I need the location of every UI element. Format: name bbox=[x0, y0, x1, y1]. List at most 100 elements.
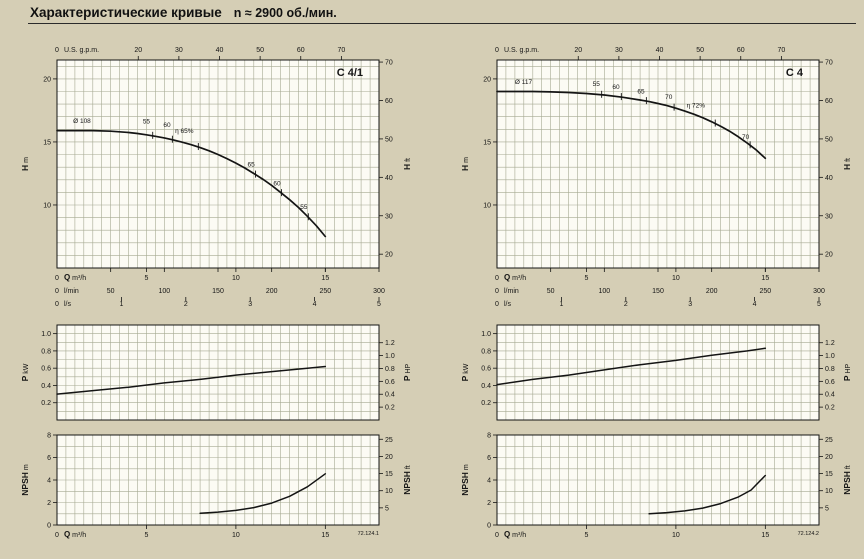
svg-text:Q m³/h: Q m³/h bbox=[64, 530, 86, 539]
axis-labels: 0 U.S. g.p.m. 20 30 40 50 60 701015202030405060… bbox=[483, 47, 833, 308]
drawing-code: 72.124.1 bbox=[358, 531, 379, 537]
svg-text:0.4: 0.4 bbox=[481, 383, 491, 390]
svg-text:250: 250 bbox=[759, 288, 771, 295]
svg-text:20: 20 bbox=[385, 252, 393, 259]
svg-text:0.6: 0.6 bbox=[481, 366, 491, 373]
svg-text:0: 0 bbox=[487, 523, 491, 530]
svg-text:0.2: 0.2 bbox=[41, 400, 51, 407]
curve-annotation: Ø 117 bbox=[515, 79, 533, 86]
pump-model-label: C 4/1 bbox=[337, 67, 363, 79]
axis-labels: 0 U.S. g.p.m. 20 30 40 50 60 701015202030405060… bbox=[43, 47, 393, 308]
svg-text:0.8: 0.8 bbox=[481, 348, 491, 355]
left-axis-title: P kW bbox=[460, 363, 470, 381]
svg-text:1.2: 1.2 bbox=[825, 340, 835, 347]
svg-text:60: 60 bbox=[825, 98, 833, 105]
svg-text:0.4: 0.4 bbox=[825, 392, 835, 399]
svg-text:1.0: 1.0 bbox=[825, 353, 835, 360]
curve-annotation: 55 bbox=[593, 81, 601, 88]
chart-c41-head-capacity: 0 U.S. g.p.m. 20 30 40 50 60 701015202030405060… bbox=[20, 47, 412, 308]
svg-text:20: 20 bbox=[574, 47, 582, 54]
svg-text:U.S. g.p.m.: U.S. g.p.m. bbox=[64, 47, 99, 54]
svg-text:5: 5 bbox=[584, 532, 588, 539]
svg-text:l/s: l/s bbox=[64, 301, 72, 308]
curve-annotation: 70 bbox=[665, 94, 673, 101]
grid-lines bbox=[57, 435, 379, 525]
svg-text:15: 15 bbox=[321, 532, 329, 539]
curve-annotation: 70 bbox=[742, 134, 750, 141]
svg-text:l/s: l/s bbox=[504, 301, 512, 308]
chart-c4-power: 0.2 0.4 0.6 0.8 1.0 0.2 0.4 0.6 0.8 1.0 1.2 P kW P H… bbox=[460, 324, 852, 421]
svg-text:20: 20 bbox=[385, 454, 393, 461]
svg-text:40: 40 bbox=[825, 175, 833, 182]
svg-text:0: 0 bbox=[55, 288, 59, 295]
svg-text:8: 8 bbox=[487, 433, 491, 440]
curve-annotation: 55 bbox=[143, 119, 151, 126]
svg-text:5: 5 bbox=[817, 301, 821, 308]
svg-text:Q m³/h: Q m³/h bbox=[504, 273, 526, 282]
svg-text:0: 0 bbox=[47, 523, 51, 530]
svg-text:150: 150 bbox=[652, 288, 664, 295]
svg-text:1: 1 bbox=[119, 301, 123, 308]
svg-text:6: 6 bbox=[47, 455, 51, 462]
svg-text:4: 4 bbox=[487, 478, 491, 485]
plot-frame bbox=[56, 324, 380, 421]
page-subtitle-speed: n ≈ 2900 об./мин. bbox=[233, 6, 337, 20]
svg-text:50: 50 bbox=[825, 136, 833, 143]
right-axis-title: P HP bbox=[842, 364, 852, 382]
svg-text:l/min: l/min bbox=[64, 288, 79, 295]
grid-lines bbox=[497, 325, 819, 420]
curve-annotation: η 65% bbox=[175, 128, 194, 135]
left-axis-title: H m bbox=[20, 157, 30, 171]
svg-text:10: 10 bbox=[43, 202, 51, 209]
svg-text:15: 15 bbox=[825, 471, 833, 478]
header-rule bbox=[28, 23, 856, 24]
right-axis-title: P HP bbox=[402, 364, 412, 382]
svg-text:60: 60 bbox=[297, 47, 305, 54]
svg-text:0: 0 bbox=[495, 301, 499, 308]
svg-text:0.6: 0.6 bbox=[41, 366, 51, 373]
svg-text:40: 40 bbox=[656, 47, 664, 54]
chart-c41-npsh: 0 2 4 6 8 5 10 15 20 25 0 Q m³/h 5 10 15 NPSH m NPSH ft 7… bbox=[20, 433, 412, 540]
svg-text:50: 50 bbox=[385, 136, 393, 143]
svg-text:50: 50 bbox=[107, 288, 115, 295]
svg-text:5: 5 bbox=[825, 505, 829, 512]
svg-text:60: 60 bbox=[737, 47, 745, 54]
svg-text:15: 15 bbox=[43, 139, 51, 146]
svg-text:3: 3 bbox=[688, 301, 692, 308]
grid-lines bbox=[497, 435, 819, 525]
svg-text:10: 10 bbox=[483, 202, 491, 209]
svg-text:0.4: 0.4 bbox=[41, 383, 51, 390]
axis-ticks bbox=[53, 333, 383, 408]
svg-text:10: 10 bbox=[672, 532, 680, 539]
svg-text:60: 60 bbox=[385, 98, 393, 105]
svg-text:0: 0 bbox=[55, 275, 59, 282]
svg-text:4: 4 bbox=[313, 301, 317, 308]
svg-text:100: 100 bbox=[158, 288, 170, 295]
pump-curve bbox=[648, 474, 767, 515]
axis-ticks bbox=[493, 333, 823, 408]
grid-lines bbox=[57, 60, 379, 268]
svg-text:1.0: 1.0 bbox=[41, 331, 51, 338]
svg-text:30: 30 bbox=[615, 47, 623, 54]
svg-text:20: 20 bbox=[825, 454, 833, 461]
pump-model-label: C 4 bbox=[786, 67, 804, 79]
left-axis-title: H m bbox=[460, 157, 470, 171]
axis-labels: 0 2 4 6 8 5 10 15 20 25 0 Q m³/h 5 10 15 bbox=[487, 433, 833, 540]
svg-text:1.2: 1.2 bbox=[385, 340, 395, 347]
grid-lines bbox=[57, 325, 379, 420]
pump-curve bbox=[56, 129, 327, 238]
curve-annotation: 65 bbox=[637, 88, 645, 95]
svg-text:25: 25 bbox=[385, 437, 393, 444]
curve-annotation: 60 bbox=[163, 122, 171, 129]
svg-text:4: 4 bbox=[753, 301, 757, 308]
left-axis-title: NPSH m bbox=[460, 464, 470, 496]
svg-text:0: 0 bbox=[55, 47, 59, 54]
axis-labels: 0.2 0.4 0.6 0.8 1.0 0.2 0.4 0.6 0.8 1.0 1.2 bbox=[41, 331, 395, 411]
svg-text:70: 70 bbox=[825, 60, 833, 67]
curve-annotation: 60 bbox=[612, 84, 620, 91]
svg-text:40: 40 bbox=[385, 175, 393, 182]
svg-text:1.0: 1.0 bbox=[481, 331, 491, 338]
svg-text:50: 50 bbox=[256, 47, 264, 54]
svg-text:0.2: 0.2 bbox=[385, 405, 395, 412]
svg-text:0: 0 bbox=[55, 532, 59, 539]
